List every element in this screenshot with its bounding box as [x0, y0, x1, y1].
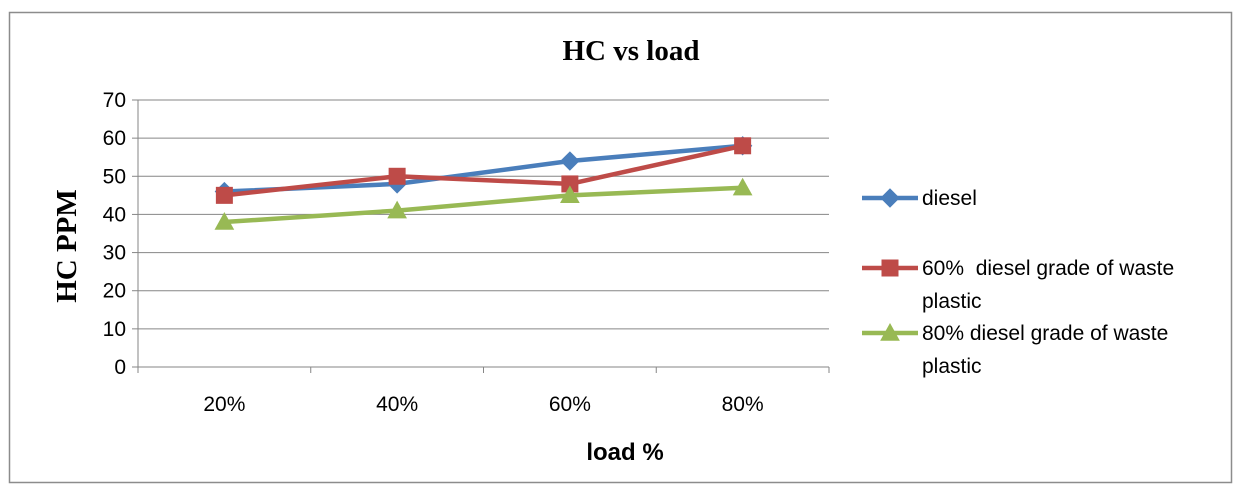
data-point-marker: [560, 151, 580, 171]
x-tick-label: 20%: [203, 393, 245, 416]
y-tick-label: 60: [103, 127, 126, 150]
y-tick-label: 40: [103, 203, 126, 226]
data-point-marker: [732, 177, 753, 196]
y-tick-label: 50: [103, 165, 126, 188]
y-tick-label: 20: [103, 280, 126, 303]
legend-item: 60% diesel grade of waste plastic: [862, 257, 1174, 313]
data-point-marker: [560, 185, 580, 204]
y-tick-label: 10: [103, 318, 126, 341]
legend-label: 80% diesel grade of waste plastic: [922, 322, 1168, 378]
legend-label: diesel: [922, 187, 977, 210]
legend-marker: [881, 259, 899, 277]
chart-title: HC vs load: [563, 35, 700, 67]
legend-item: diesel: [862, 187, 977, 210]
x-tick-label: 60%: [549, 393, 591, 416]
series-line: [224, 143, 744, 198]
axes: 0 10 20 30 40 50 60 70 20% 40% 60% 80%: [103, 89, 830, 416]
data-point-marker: [734, 137, 752, 155]
legend-marker: [880, 322, 900, 341]
x-tick-label: 80%: [722, 393, 764, 416]
series-line: [224, 185, 743, 225]
y-tick-label: 0: [114, 356, 126, 379]
series-3: [214, 177, 753, 230]
y-axis-label: HC PPM: [51, 189, 83, 303]
x-axis-label: load %: [586, 439, 663, 466]
legend-marker: [880, 188, 900, 208]
series-lines: [214, 136, 753, 230]
series-2: [215, 137, 752, 204]
y-tick-label: 30: [103, 242, 126, 265]
x-tick-label: 40%: [376, 393, 418, 416]
data-point-marker: [387, 200, 407, 219]
data-point-marker: [388, 167, 406, 185]
data-point-marker: [214, 212, 235, 230]
grid-lines: [138, 99, 829, 330]
data-point-marker: [215, 186, 233, 204]
legend-item: 80% diesel grade of waste plastic: [862, 322, 1168, 378]
legend: diesel 60% diesel grade of waste plastic 80…: [862, 187, 1174, 378]
legend-label: 60% diesel grade of waste plastic: [922, 257, 1174, 313]
y-tick-label: 70: [103, 89, 126, 112]
chart-frame: [8, 11, 1233, 484]
